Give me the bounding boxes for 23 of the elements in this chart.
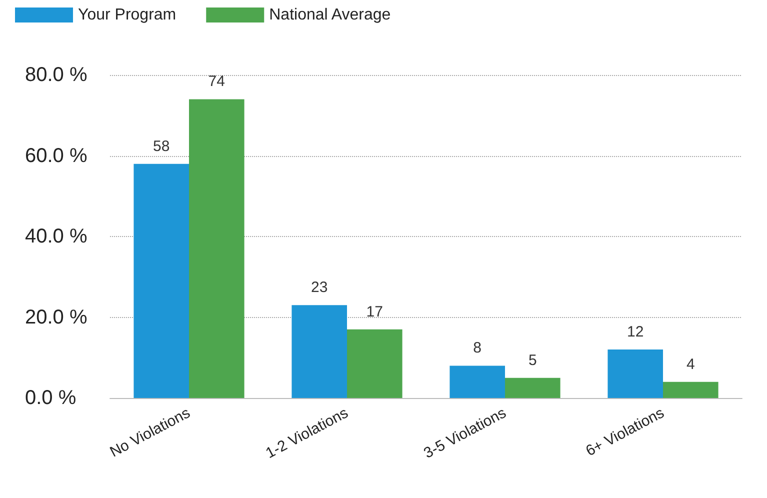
y-tick-label: 40.0 % xyxy=(25,226,88,248)
y-tick-label: 80.0 % xyxy=(25,64,88,86)
data-label: 12 xyxy=(627,324,644,341)
y-tick-label: 0.0 % xyxy=(25,387,76,409)
data-label: 8 xyxy=(473,340,482,357)
y-tick-label: 60.0 % xyxy=(25,144,88,167)
data-label: 74 xyxy=(208,73,225,90)
y-tick-label: 20.0 % xyxy=(25,306,88,328)
bar xyxy=(450,366,505,398)
bar xyxy=(663,382,718,398)
bar xyxy=(608,350,663,398)
data-label: 4 xyxy=(686,356,695,373)
data-label: 5 xyxy=(528,352,537,369)
bar xyxy=(505,378,560,398)
bar xyxy=(347,329,402,398)
legend-label: Your Program xyxy=(78,6,176,24)
data-label: 58 xyxy=(153,138,170,155)
bar xyxy=(189,99,244,398)
bar xyxy=(134,164,189,398)
data-label: 17 xyxy=(366,303,383,320)
bar xyxy=(292,305,347,398)
legend-label: National Average xyxy=(269,6,391,24)
data-label: 23 xyxy=(311,279,328,296)
